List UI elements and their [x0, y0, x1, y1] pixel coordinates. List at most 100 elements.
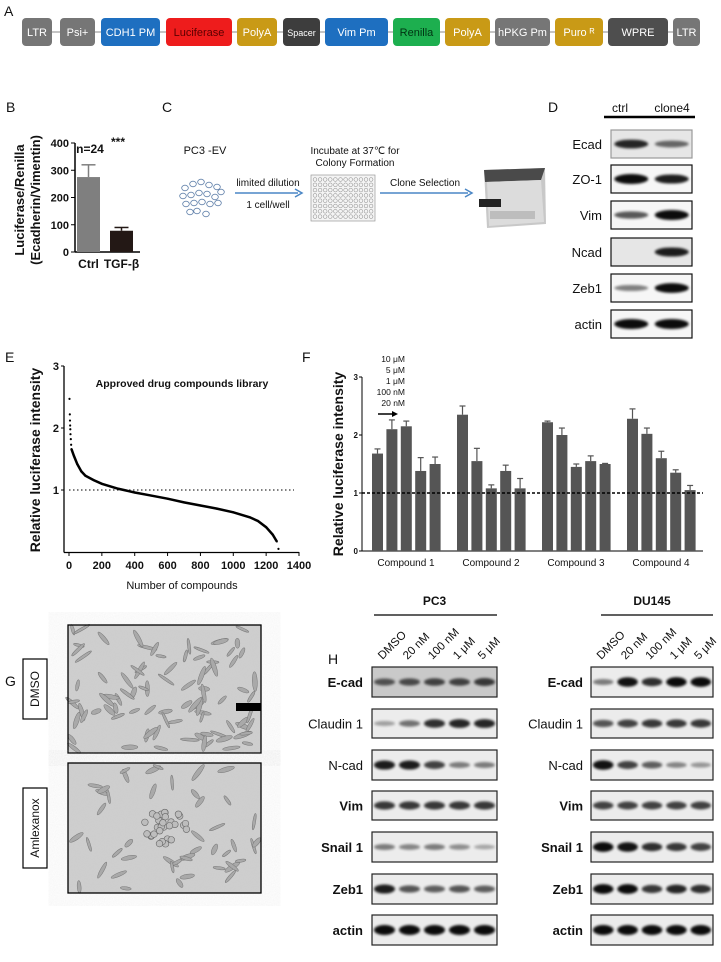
bar: [429, 464, 441, 551]
cell: [121, 744, 139, 750]
cell: [155, 654, 167, 659]
cell-icon: [198, 198, 206, 206]
well: [343, 203, 348, 209]
protein-band: [641, 719, 663, 728]
cell-icon: [189, 180, 197, 188]
cell: [247, 691, 256, 703]
lane-label: 5 μM: [692, 635, 719, 662]
cell: [193, 654, 206, 661]
data-point: [92, 478, 95, 482]
dose-legend-label: 5 μM: [386, 365, 405, 375]
protein-band: [449, 925, 470, 935]
construct-element-label: Psi+: [67, 27, 89, 39]
x-tick-label: Ctrl: [78, 257, 99, 271]
construct-element: [325, 18, 388, 46]
data-point: [68, 413, 71, 416]
cell: [191, 764, 205, 781]
cell-icon: [213, 183, 221, 191]
protein-band: [690, 843, 712, 851]
cell: [97, 631, 110, 645]
cell: [200, 731, 214, 737]
blot-pc3-claudin1: [371, 708, 498, 739]
y-tick-label: 400: [51, 138, 69, 150]
blot-du145-zeb1: [590, 873, 714, 905]
well: [343, 193, 348, 198]
cell: [120, 855, 137, 861]
cell: [235, 858, 247, 863]
protein-band: [641, 925, 663, 935]
protein-band: [690, 884, 712, 894]
cell: [239, 731, 253, 736]
blot-row-label: E-cad: [548, 675, 583, 690]
blot-pc3-zeb1: [371, 873, 498, 905]
blot-ncad: [610, 237, 693, 267]
well: [358, 203, 364, 209]
construct-element-label: LTR: [27, 27, 47, 39]
cell-icon: [214, 199, 222, 207]
well: [317, 187, 323, 193]
well: [317, 198, 323, 203]
cell-line-header: PC3: [423, 594, 447, 608]
well: [368, 182, 374, 187]
well: [343, 214, 348, 219]
cell: [120, 672, 134, 689]
cell: [241, 741, 254, 746]
lane-label: ctrl: [612, 101, 628, 115]
panel-label-f: F: [302, 349, 311, 365]
panel-label-c: C: [162, 99, 172, 115]
well: [368, 177, 374, 182]
well: [312, 203, 318, 209]
well: [363, 214, 369, 219]
well: [343, 198, 348, 203]
well: [353, 182, 358, 187]
x-tick-label: Compound 1: [377, 558, 435, 569]
panel-a-construct: A LTR Psi+ CDH1 PM Luciferase PolyA Spacer Vim…: [4, 3, 700, 46]
colony-cell: [141, 818, 149, 826]
compound-curve: [70, 448, 278, 543]
blot-row-label: Ecad: [572, 137, 602, 152]
cell: [237, 686, 250, 694]
cell: [80, 709, 88, 723]
blot-pc3-snail1: [371, 831, 498, 863]
cell: [170, 774, 174, 791]
bar: [655, 458, 667, 551]
well: [368, 198, 374, 203]
well: [353, 209, 358, 214]
bar: [386, 429, 398, 551]
protein-band: [617, 677, 638, 687]
well: [363, 182, 369, 187]
protein-band: [474, 719, 495, 728]
cell: [213, 638, 229, 645]
protein-band: [474, 925, 495, 935]
well: [333, 193, 338, 198]
blot-vim: [610, 200, 693, 230]
well: [358, 214, 364, 219]
y-tick-label: 0: [63, 247, 69, 259]
cell: [130, 665, 145, 676]
protein-band: [654, 247, 689, 257]
protein-band: [592, 678, 614, 686]
cell: [97, 671, 108, 684]
x-tick-label: Compound 4: [632, 558, 690, 569]
construct-element: [555, 18, 603, 46]
panel-label-h: H: [328, 651, 338, 667]
blot-zeb1: [610, 273, 693, 303]
protein-band: [424, 925, 445, 935]
data-point: [80, 470, 83, 473]
protein-band: [424, 761, 445, 769]
construct-element: [60, 18, 95, 46]
blot-du145-vim: [590, 790, 714, 821]
well: [363, 203, 369, 209]
panel-label-d: D: [548, 99, 558, 115]
protein-band: [374, 801, 395, 810]
panel-b-bar-chart: B 0 100 200 300 400 Ctrl TGF-β n=24 *** Luciferas…: [6, 99, 140, 271]
cell: [180, 679, 196, 691]
protein-band: [424, 801, 445, 810]
blot-row-label: Zeb1: [572, 281, 602, 296]
protein-band: [399, 925, 420, 935]
colony-cell: [182, 825, 191, 833]
protein-band: [449, 678, 470, 686]
well: [312, 182, 318, 187]
data-point: [275, 540, 278, 543]
protein-band: [690, 925, 712, 935]
